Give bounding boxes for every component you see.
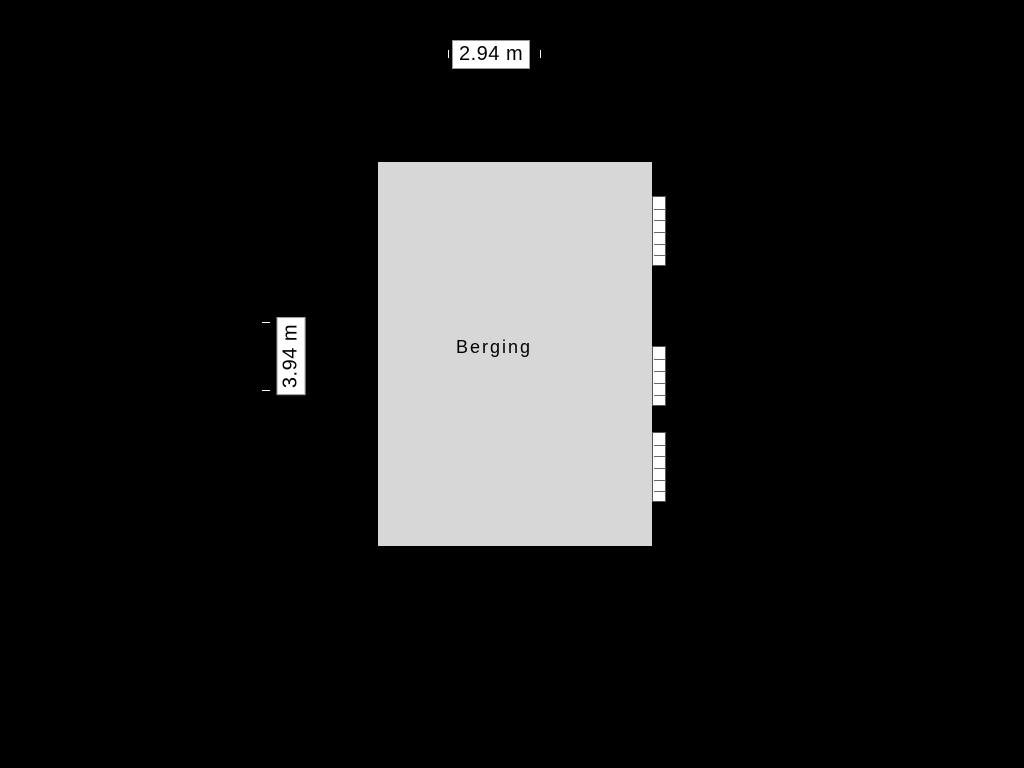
floorplan-canvas: 2.94 m 3.94 m Berging: [0, 0, 1024, 768]
room-label: Berging: [456, 337, 532, 358]
window-feature: [652, 196, 666, 266]
dimension-tick: [448, 50, 449, 58]
dimension-tick: [262, 322, 270, 323]
window-feature: [652, 432, 666, 502]
window-feature: [652, 346, 666, 406]
dimension-tick: [540, 50, 541, 58]
dimension-height-label: 3.94 m: [277, 317, 306, 395]
dimension-width-label: 2.94 m: [452, 40, 530, 69]
dimension-tick: [262, 390, 270, 391]
